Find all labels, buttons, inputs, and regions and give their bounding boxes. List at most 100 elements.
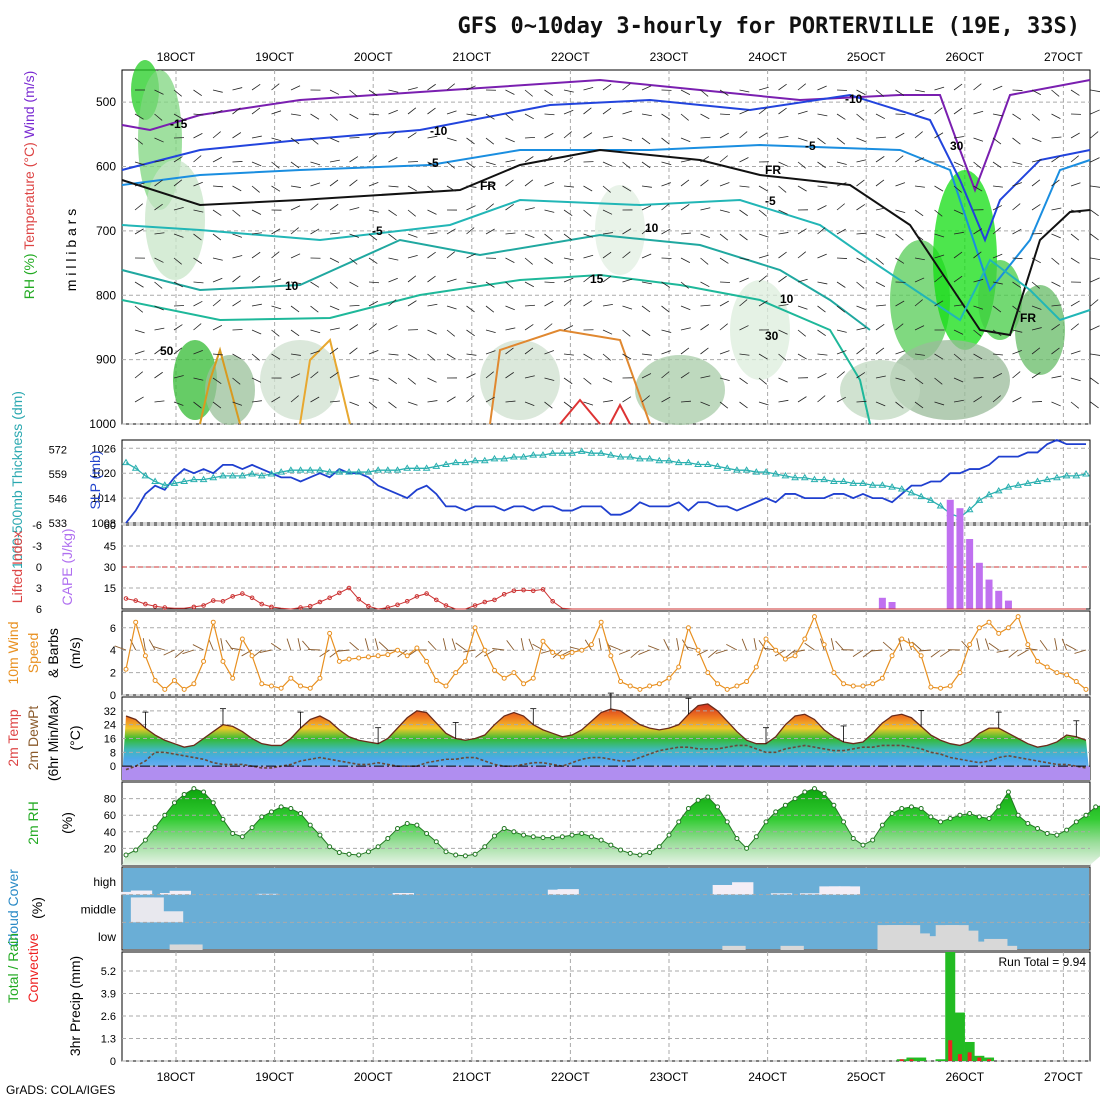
wind-barb — [271, 110, 282, 115]
wind-barb — [329, 327, 340, 331]
rh-point — [443, 849, 449, 855]
wind-speed-point — [559, 654, 565, 660]
wind-barb — [856, 89, 866, 96]
wind-barb — [817, 395, 826, 403]
date-tick-label: 20OCT — [354, 50, 393, 64]
wind-barb — [895, 155, 904, 163]
lifted-index-point — [492, 597, 497, 603]
rh-point — [453, 852, 459, 858]
wind-speed-point — [841, 681, 847, 687]
wind-barb — [134, 329, 145, 334]
wind-barb — [524, 401, 535, 407]
wind-barb — [544, 209, 555, 213]
wind-speed-point — [472, 625, 478, 631]
rh-shading — [635, 355, 725, 425]
cape-bar — [878, 597, 886, 609]
wind-barb — [466, 305, 475, 313]
wind-barb — [212, 131, 221, 139]
cape-tick-label: 15 — [104, 583, 116, 595]
wind-barb — [1090, 209, 1099, 217]
wind-barb — [446, 278, 457, 283]
wind-barb — [329, 137, 340, 143]
rh-point — [501, 825, 507, 831]
wind-barb — [778, 232, 789, 235]
wind-barb — [271, 353, 281, 360]
wind-barb — [739, 209, 748, 217]
wind-barb — [680, 400, 691, 403]
wind-barb — [259, 649, 272, 653]
wind-ylabel-2: Speed — [25, 633, 41, 673]
wind-barb — [778, 275, 787, 283]
thickness-point — [752, 468, 761, 475]
thickness-point — [926, 496, 935, 503]
wind-barb — [310, 371, 319, 379]
wind-barb — [1051, 281, 1061, 287]
wind-barb — [641, 161, 651, 169]
wind-barb — [563, 277, 574, 283]
wind-speed-point — [230, 675, 236, 681]
rh-point — [1035, 825, 1041, 831]
wind-speed-point — [976, 625, 982, 631]
wind-barb — [388, 257, 399, 261]
lifted-index-point — [143, 601, 148, 607]
wind-barb — [388, 299, 397, 307]
thickness-point — [897, 485, 906, 492]
wind-barb — [134, 203, 144, 211]
cape-bar — [995, 590, 1003, 609]
wind-speed-point — [656, 681, 662, 687]
wind-barb — [544, 323, 553, 331]
wind-barb — [914, 185, 925, 188]
wind-barb — [719, 323, 728, 331]
slp-tick-label: 1026 — [92, 443, 116, 455]
thickness-point — [345, 468, 353, 475]
wind-barb — [134, 161, 145, 166]
upper-air-ylabel: RH (%) Temperature (°C) Wind (m/s) — [21, 71, 37, 300]
rh-point — [996, 804, 1002, 810]
wind-barb — [232, 209, 241, 217]
thickness-point — [539, 451, 547, 458]
temperature-contour — [121, 143, 1091, 293]
total-precip-bar — [964, 1041, 975, 1061]
wind-barb — [442, 638, 447, 651]
wind-barb — [154, 347, 163, 355]
wind-barb — [856, 372, 866, 379]
wind-barb — [388, 377, 397, 385]
contour-label: 10 — [780, 292, 794, 306]
wind-barb — [1090, 157, 1100, 163]
thickness-point — [917, 492, 926, 500]
lifted-index-point — [434, 597, 439, 603]
wind-barb — [641, 185, 652, 188]
thickness-point — [393, 466, 402, 473]
wind-speed-point — [404, 653, 410, 659]
rh-point — [162, 812, 168, 818]
wind-speed-point — [249, 653, 255, 659]
wind-speed-point — [870, 681, 876, 687]
wind-barb — [466, 113, 477, 117]
wind-barb — [524, 233, 535, 238]
wind-barb — [505, 372, 514, 379]
wind-barb — [1051, 257, 1060, 265]
thickness-point — [723, 464, 732, 471]
rh-point — [395, 825, 401, 831]
wind-barb — [856, 257, 866, 264]
wind-barb — [364, 638, 369, 651]
wind-barb — [953, 161, 964, 167]
thickness-point — [636, 454, 644, 462]
wind-ylabel-3: & Barbs — [45, 628, 61, 678]
wind-barb — [836, 161, 847, 165]
wind-barb — [563, 299, 572, 307]
wind-barb — [485, 182, 496, 187]
contour-label: -5 — [428, 156, 439, 170]
wind-barb — [992, 253, 1003, 259]
wind-barb — [427, 107, 436, 115]
wind-barb — [661, 203, 670, 211]
wind-barb — [953, 329, 964, 335]
wind-barb — [349, 257, 358, 265]
wind-barb — [739, 131, 748, 139]
wind-speed-point — [540, 638, 546, 644]
wind-barb — [836, 350, 847, 355]
rh-point — [715, 804, 721, 810]
rh-point — [870, 837, 876, 843]
wind-speed-point — [899, 636, 905, 642]
